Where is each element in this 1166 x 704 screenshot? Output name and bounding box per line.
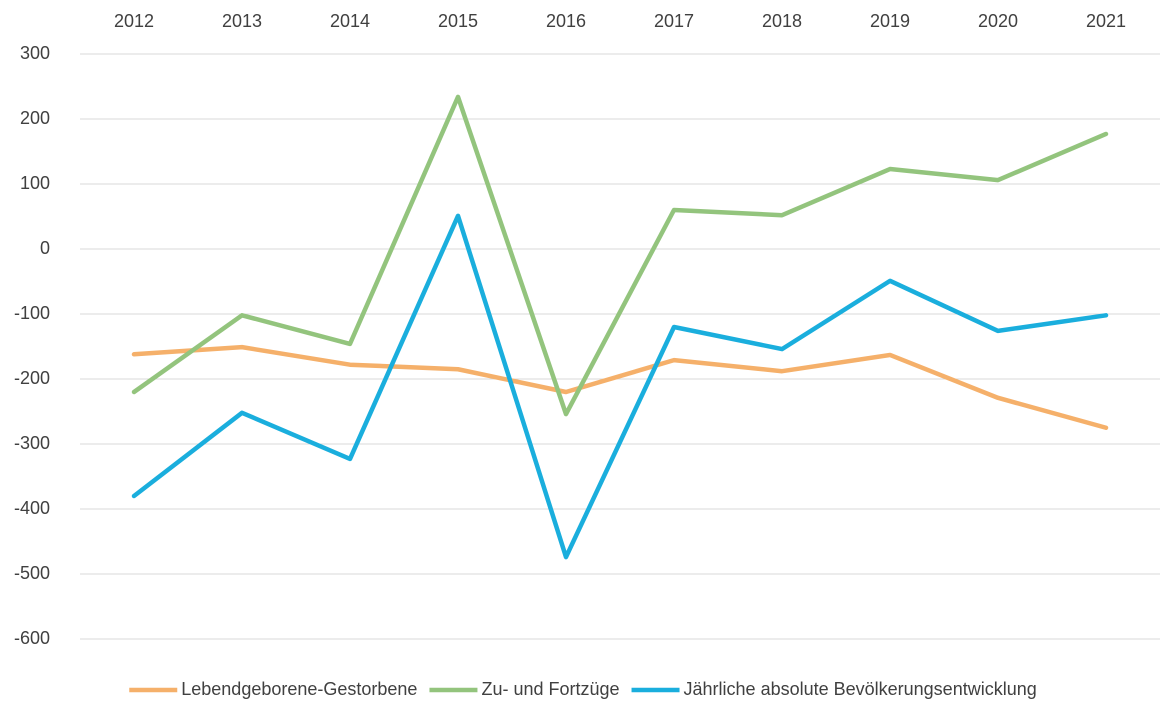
series-line bbox=[131, 344, 1109, 430]
y-tick-label: -200 bbox=[14, 368, 50, 388]
y-tick-label: -400 bbox=[14, 498, 50, 518]
x-tick-label: 2017 bbox=[654, 11, 694, 31]
x-tick-label: 2020 bbox=[978, 11, 1018, 31]
x-tick-label: 2014 bbox=[330, 11, 370, 31]
x-tick-label: 2021 bbox=[1086, 11, 1126, 31]
y-tick-label: 200 bbox=[20, 108, 50, 128]
y-tick-label: -500 bbox=[14, 563, 50, 583]
y-tick-label: -100 bbox=[14, 303, 50, 323]
x-tick-label: 2015 bbox=[438, 11, 478, 31]
x-tick-label: 2012 bbox=[114, 11, 154, 31]
y-tick-label: 0 bbox=[40, 238, 50, 258]
series-line bbox=[131, 94, 1109, 417]
series-line bbox=[131, 213, 1109, 560]
x-tick-label: 2016 bbox=[546, 11, 586, 31]
x-tick-label: 2013 bbox=[222, 11, 262, 31]
y-tick-label: -300 bbox=[14, 433, 50, 453]
x-tick-label: 2018 bbox=[762, 11, 802, 31]
legend-label: Lebendgeborene-Gestorbene bbox=[181, 679, 417, 699]
y-tick-label: -600 bbox=[14, 628, 50, 648]
x-tick-label: 2019 bbox=[870, 11, 910, 31]
y-tick-label: 300 bbox=[20, 43, 50, 63]
legend-label: Zu- und Fortzüge bbox=[481, 679, 619, 699]
legend-label: Jährliche absolute Bevölkerungsentwicklu… bbox=[684, 679, 1037, 699]
y-tick-label: 100 bbox=[20, 173, 50, 193]
